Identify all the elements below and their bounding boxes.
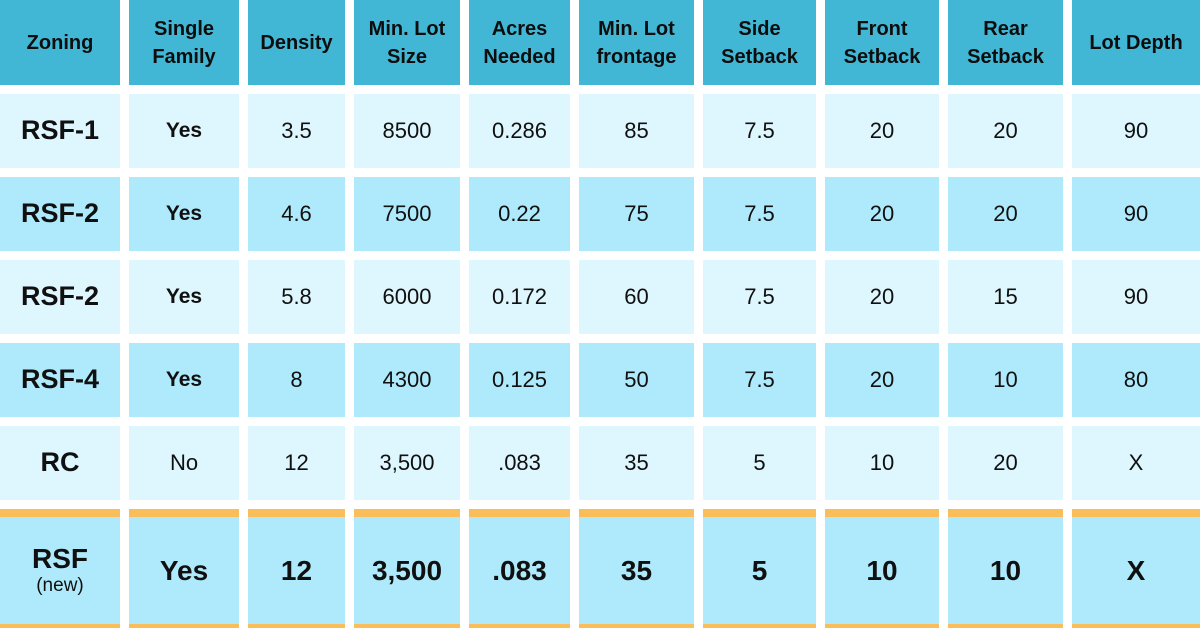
table-cell: 12 — [248, 426, 345, 500]
table-cell: 10 — [825, 509, 939, 628]
table-cell: 20 — [825, 260, 939, 334]
table-cell: 20 — [825, 177, 939, 251]
rsf-new-label: RSF — [32, 542, 88, 574]
table-cell: No — [129, 426, 239, 500]
table-cell: Yes — [129, 177, 239, 251]
column-header-lot-depth: Lot Depth — [1072, 0, 1200, 85]
table-cell: 7.5 — [703, 343, 816, 417]
table-cell-zoning-rsf-new: RSF (new) — [0, 509, 120, 628]
table-cell: 4300 — [354, 343, 460, 417]
column-header-acres-needed: Acres Needed — [469, 0, 570, 85]
table-cell: 8500 — [354, 94, 460, 168]
column-header-min-lot-size: Min. Lot Size — [354, 0, 460, 85]
table-cell: 90 — [1072, 94, 1200, 168]
column-header-density: Density — [248, 0, 345, 85]
table-cell: .083 — [469, 426, 570, 500]
table-cell: 10 — [948, 509, 1063, 628]
column-header-min-lot-frontage: Min. Lot frontage — [579, 0, 694, 85]
column-header-single-family: Single Family — [129, 0, 239, 85]
table-cell: 75 — [579, 177, 694, 251]
table-cell-zoning: RC — [0, 426, 120, 500]
table-cell: 35 — [579, 509, 694, 628]
table-cell: Yes — [129, 260, 239, 334]
table-cell: 7.5 — [703, 177, 816, 251]
table-cell: Yes — [129, 509, 239, 628]
table-cell: X — [1072, 509, 1200, 628]
table-cell: 50 — [579, 343, 694, 417]
table-cell: Yes — [129, 343, 239, 417]
table-cell-zoning: RSF-2 — [0, 177, 120, 251]
table-cell-zoning: RSF-2 — [0, 260, 120, 334]
table-cell: 4.6 — [248, 177, 345, 251]
table-cell: 20 — [948, 426, 1063, 500]
table-cell: 85 — [579, 94, 694, 168]
table-cell: 90 — [1072, 260, 1200, 334]
table-cell: 5.8 — [248, 260, 345, 334]
table-cell: 3,500 — [354, 509, 460, 628]
table-cell: 15 — [948, 260, 1063, 334]
table-cell: 80 — [1072, 343, 1200, 417]
table-cell: 6000 — [354, 260, 460, 334]
table-cell: 10 — [825, 426, 939, 500]
table-cell: .083 — [469, 509, 570, 628]
table-cell: 0.172 — [469, 260, 570, 334]
column-header-side-setback: Side Setback — [703, 0, 816, 85]
table-cell-zoning: RSF-1 — [0, 94, 120, 168]
table-cell: 7.5 — [703, 94, 816, 168]
table-cell: 5 — [703, 426, 816, 500]
table-cell: 8 — [248, 343, 345, 417]
table-cell: 20 — [948, 177, 1063, 251]
table-cell: 0.22 — [469, 177, 570, 251]
table-cell: 3.5 — [248, 94, 345, 168]
rsf-new-note: (new) — [36, 574, 84, 596]
table-cell: 10 — [948, 343, 1063, 417]
column-header-zoning: Zoning — [0, 0, 120, 85]
table-cell: 12 — [248, 509, 345, 628]
table-cell: 20 — [825, 94, 939, 168]
table-cell: 35 — [579, 426, 694, 500]
table-cell: X — [1072, 426, 1200, 500]
table-cell: 90 — [1072, 177, 1200, 251]
column-header-front-setback: Front Setback — [825, 0, 939, 85]
table-cell: 7.5 — [703, 260, 816, 334]
table-cell: 20 — [948, 94, 1063, 168]
table-cell: 60 — [579, 260, 694, 334]
table-cell: 20 — [825, 343, 939, 417]
table-cell: Yes — [129, 94, 239, 168]
table-cell: 0.125 — [469, 343, 570, 417]
table-cell: 0.286 — [469, 94, 570, 168]
table-cell: 3,500 — [354, 426, 460, 500]
table-cell: 7500 — [354, 177, 460, 251]
table-cell: 5 — [703, 509, 816, 628]
column-header-rear-setback: Rear Setback — [948, 0, 1063, 85]
table-cell-zoning: RSF-4 — [0, 343, 120, 417]
